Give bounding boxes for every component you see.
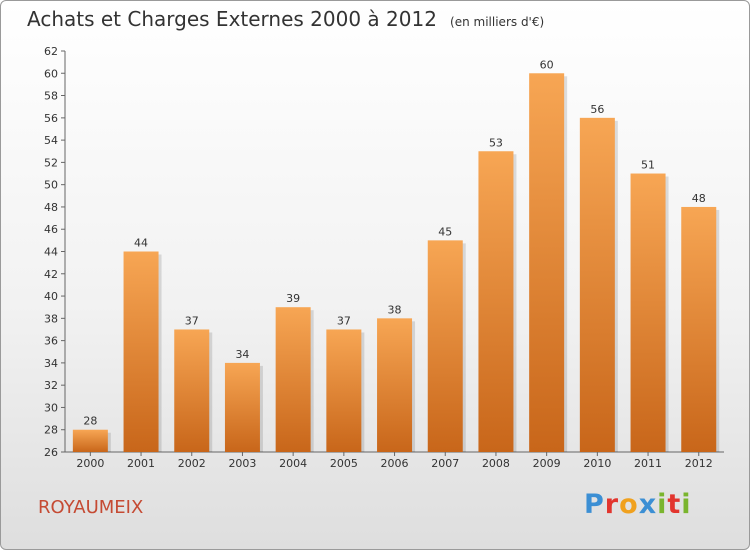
y-tick-label: 30 (44, 401, 58, 414)
bar (326, 329, 362, 452)
x-tick-label: 2000 (76, 457, 104, 470)
y-tick-label: 40 (44, 290, 58, 303)
y-tick-label: 44 (44, 246, 58, 259)
x-tick-label: 2004 (279, 457, 307, 470)
chart-title-block: Achats et Charges Externes 2000 à 2012 (… (27, 7, 544, 31)
y-tick-label: 46 (44, 223, 58, 236)
y-tick-label: 36 (44, 335, 58, 348)
data-label: 48 (692, 192, 706, 205)
chart-title: Achats et Charges Externes 2000 à 2012 (27, 7, 437, 31)
proxiti-logo[interactable]: Proxiti (584, 489, 692, 520)
axes: 26 28 30 32 34 36 38 40 42 44 46 48 50 52 54 56 58 60 62 20… (44, 45, 724, 470)
y-tick-label: 52 (44, 156, 58, 169)
y-tick-label: 38 (44, 312, 58, 325)
y-tick-label: 34 (44, 357, 58, 370)
chart-unit: (en milliers d'€) (450, 15, 545, 29)
y-tick-label: 48 (44, 201, 58, 214)
x-tick-label: 2008 (482, 457, 510, 470)
bars: 28 44 37 34 39 37 38 45 53 60 56 51 48 (72, 58, 720, 453)
bar (478, 151, 514, 452)
bar (529, 73, 565, 453)
y-tick-label: 50 (44, 179, 58, 192)
bar (427, 240, 463, 452)
y-tick-label: 54 (44, 134, 58, 147)
x-tick-label: 2005 (330, 457, 358, 470)
commune-name: ROYAUMEIX (38, 497, 144, 518)
bar (630, 173, 666, 452)
y-tick-label: 26 (44, 446, 58, 459)
logo-letter: o (619, 489, 639, 520)
bar (275, 307, 311, 452)
data-label: 60 (540, 58, 554, 71)
logo-letter: i (657, 489, 668, 520)
logo-letter: i (681, 489, 692, 520)
data-label: 51 (641, 159, 655, 172)
data-label: 28 (83, 415, 97, 428)
logo-letter: t (667, 489, 682, 520)
x-tick-label: 2001 (127, 457, 155, 470)
y-tick-label: 32 (44, 379, 58, 392)
x-tick-label: 2003 (228, 457, 256, 470)
bar (174, 329, 210, 452)
data-label: 34 (235, 348, 249, 361)
y-tick-label: 58 (44, 90, 58, 103)
x-tick-label: 2006 (381, 457, 409, 470)
bar (579, 117, 615, 452)
bar (681, 206, 717, 452)
bar (224, 362, 260, 452)
y-tick-label: 60 (44, 67, 58, 80)
x-tick-label: 2011 (634, 457, 662, 470)
data-label: 39 (286, 292, 300, 305)
bar (123, 251, 159, 452)
y-tick-label: 42 (44, 268, 58, 281)
logo-letter: x (638, 489, 658, 520)
data-label: 37 (185, 314, 199, 327)
x-tick-label: 2009 (533, 457, 561, 470)
logo-letter: P (584, 489, 605, 520)
y-tick-label: 56 (44, 112, 58, 125)
data-label: 38 (388, 303, 402, 316)
data-label: 53 (489, 136, 503, 149)
bar (72, 429, 108, 452)
x-tick-label: 2007 (431, 457, 459, 470)
data-label: 44 (134, 237, 148, 250)
bar (377, 318, 413, 452)
x-tick-label: 2012 (685, 457, 713, 470)
y-tick-label: 62 (44, 45, 58, 58)
x-tick-label: 2002 (178, 457, 206, 470)
data-label: 56 (590, 103, 604, 116)
logo-letter: r (604, 489, 620, 520)
x-tick-label: 2010 (583, 457, 611, 470)
y-tick-label: 28 (44, 424, 58, 437)
data-label: 37 (337, 314, 351, 327)
data-label: 45 (438, 225, 452, 238)
